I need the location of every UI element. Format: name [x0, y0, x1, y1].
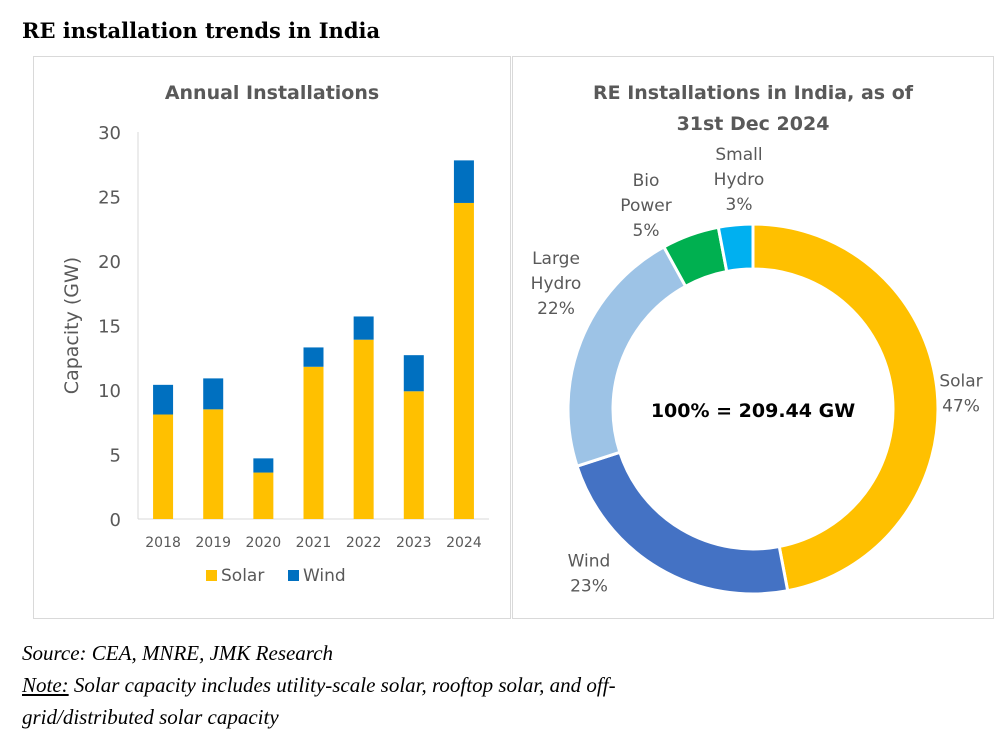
- slice-label: 47%: [942, 397, 980, 417]
- slice-label: Solar: [939, 372, 982, 392]
- page-title: RE installation trends in India: [22, 18, 381, 43]
- y-tick-label: 0: [110, 510, 121, 531]
- legend-label-solar: Solar: [221, 566, 264, 586]
- legend-swatch-wind: [288, 570, 299, 581]
- bar-wind-2024: [453, 160, 474, 203]
- bar-solar-2022: [353, 339, 374, 519]
- slice-label: 5%: [633, 221, 660, 241]
- donut-slice-wind: [575, 450, 790, 596]
- slice-label: 23%: [570, 577, 608, 597]
- y-tick-label: 5: [110, 446, 121, 467]
- donut-slice-small-hydro: [716, 222, 755, 274]
- chart-title: Annual Installations: [165, 82, 379, 104]
- donut-center-label: 100% = 209.44 GW: [651, 400, 855, 422]
- bar-wind-2022: [353, 316, 374, 340]
- y-tick-label: 25: [98, 188, 121, 209]
- slice-label: Hydro: [714, 170, 765, 190]
- source-note: Source: CEA, MNRE, JMK Research: [22, 641, 334, 665]
- y-tick-label: 15: [98, 317, 121, 338]
- chart-title-line: 31st Dec 2024: [677, 113, 830, 135]
- bar-wind-2020: [253, 458, 274, 473]
- bar-solar-2020: [253, 472, 274, 519]
- x-tick-label: 2024: [446, 535, 482, 551]
- y-tick-label: 20: [98, 252, 121, 273]
- bar-solar-2018: [153, 414, 174, 519]
- slice-label: Hydro: [531, 274, 582, 294]
- x-tick-label: 2022: [346, 535, 382, 551]
- note-line-1: Solar capacity includes utility-scale so…: [68, 673, 616, 697]
- bar-solar-2019: [203, 409, 224, 519]
- note-label: Note:: [22, 673, 69, 697]
- bar-solar-2024: [453, 202, 474, 519]
- donut-slice-large-hydro: [566, 244, 688, 469]
- slice-label: Large: [532, 249, 580, 269]
- legend-label-wind: Wind: [303, 566, 346, 586]
- footnote-line-2: grid/distributed solar capacity: [22, 705, 279, 729]
- bar-solar-2023: [403, 391, 424, 519]
- bar-wind-2021: [303, 347, 324, 367]
- y-tick-label: 30: [98, 123, 121, 144]
- bar-wind-2019: [203, 378, 224, 410]
- slice-label: 3%: [726, 195, 753, 215]
- y-tick-label: 10: [98, 381, 121, 402]
- annual-installations-chart: Annual Installations 0 5 10 15 20 25 30 Capacity…: [61, 82, 489, 586]
- x-tick-label: 2019: [195, 535, 231, 551]
- legend-swatch-solar: [206, 570, 217, 581]
- x-tick-label: 2023: [396, 535, 432, 551]
- donut-chart-panel: RE Installations in India, as of 31st Dec…: [512, 56, 994, 619]
- bar-solar-2021: [303, 366, 324, 519]
- bar-chart-panel: Annual Installations 0 5 10 15 20 25 30 Capacity…: [33, 56, 511, 619]
- y-axis-label: Capacity (GW): [61, 257, 83, 394]
- slice-label: Wind: [568, 552, 611, 572]
- bar-wind-2018: [153, 384, 174, 415]
- donut-slice-solar: [751, 222, 940, 593]
- bar-wind-2023: [403, 355, 424, 392]
- slice-label: Power: [620, 196, 671, 216]
- chart-title-line: RE Installations in India, as of: [593, 82, 914, 104]
- slice-label: Bio: [633, 171, 660, 191]
- x-tick-label: 2021: [296, 535, 332, 551]
- footnote: Note: Solar capacity includes utility-sc…: [22, 670, 616, 700]
- x-tick-label: 2018: [145, 535, 181, 551]
- slice-label: Small: [715, 145, 762, 165]
- slice-label: 22%: [537, 299, 575, 319]
- re-installations-donut: RE Installations in India, as of 31st Dec…: [531, 82, 983, 597]
- x-tick-label: 2020: [246, 535, 282, 551]
